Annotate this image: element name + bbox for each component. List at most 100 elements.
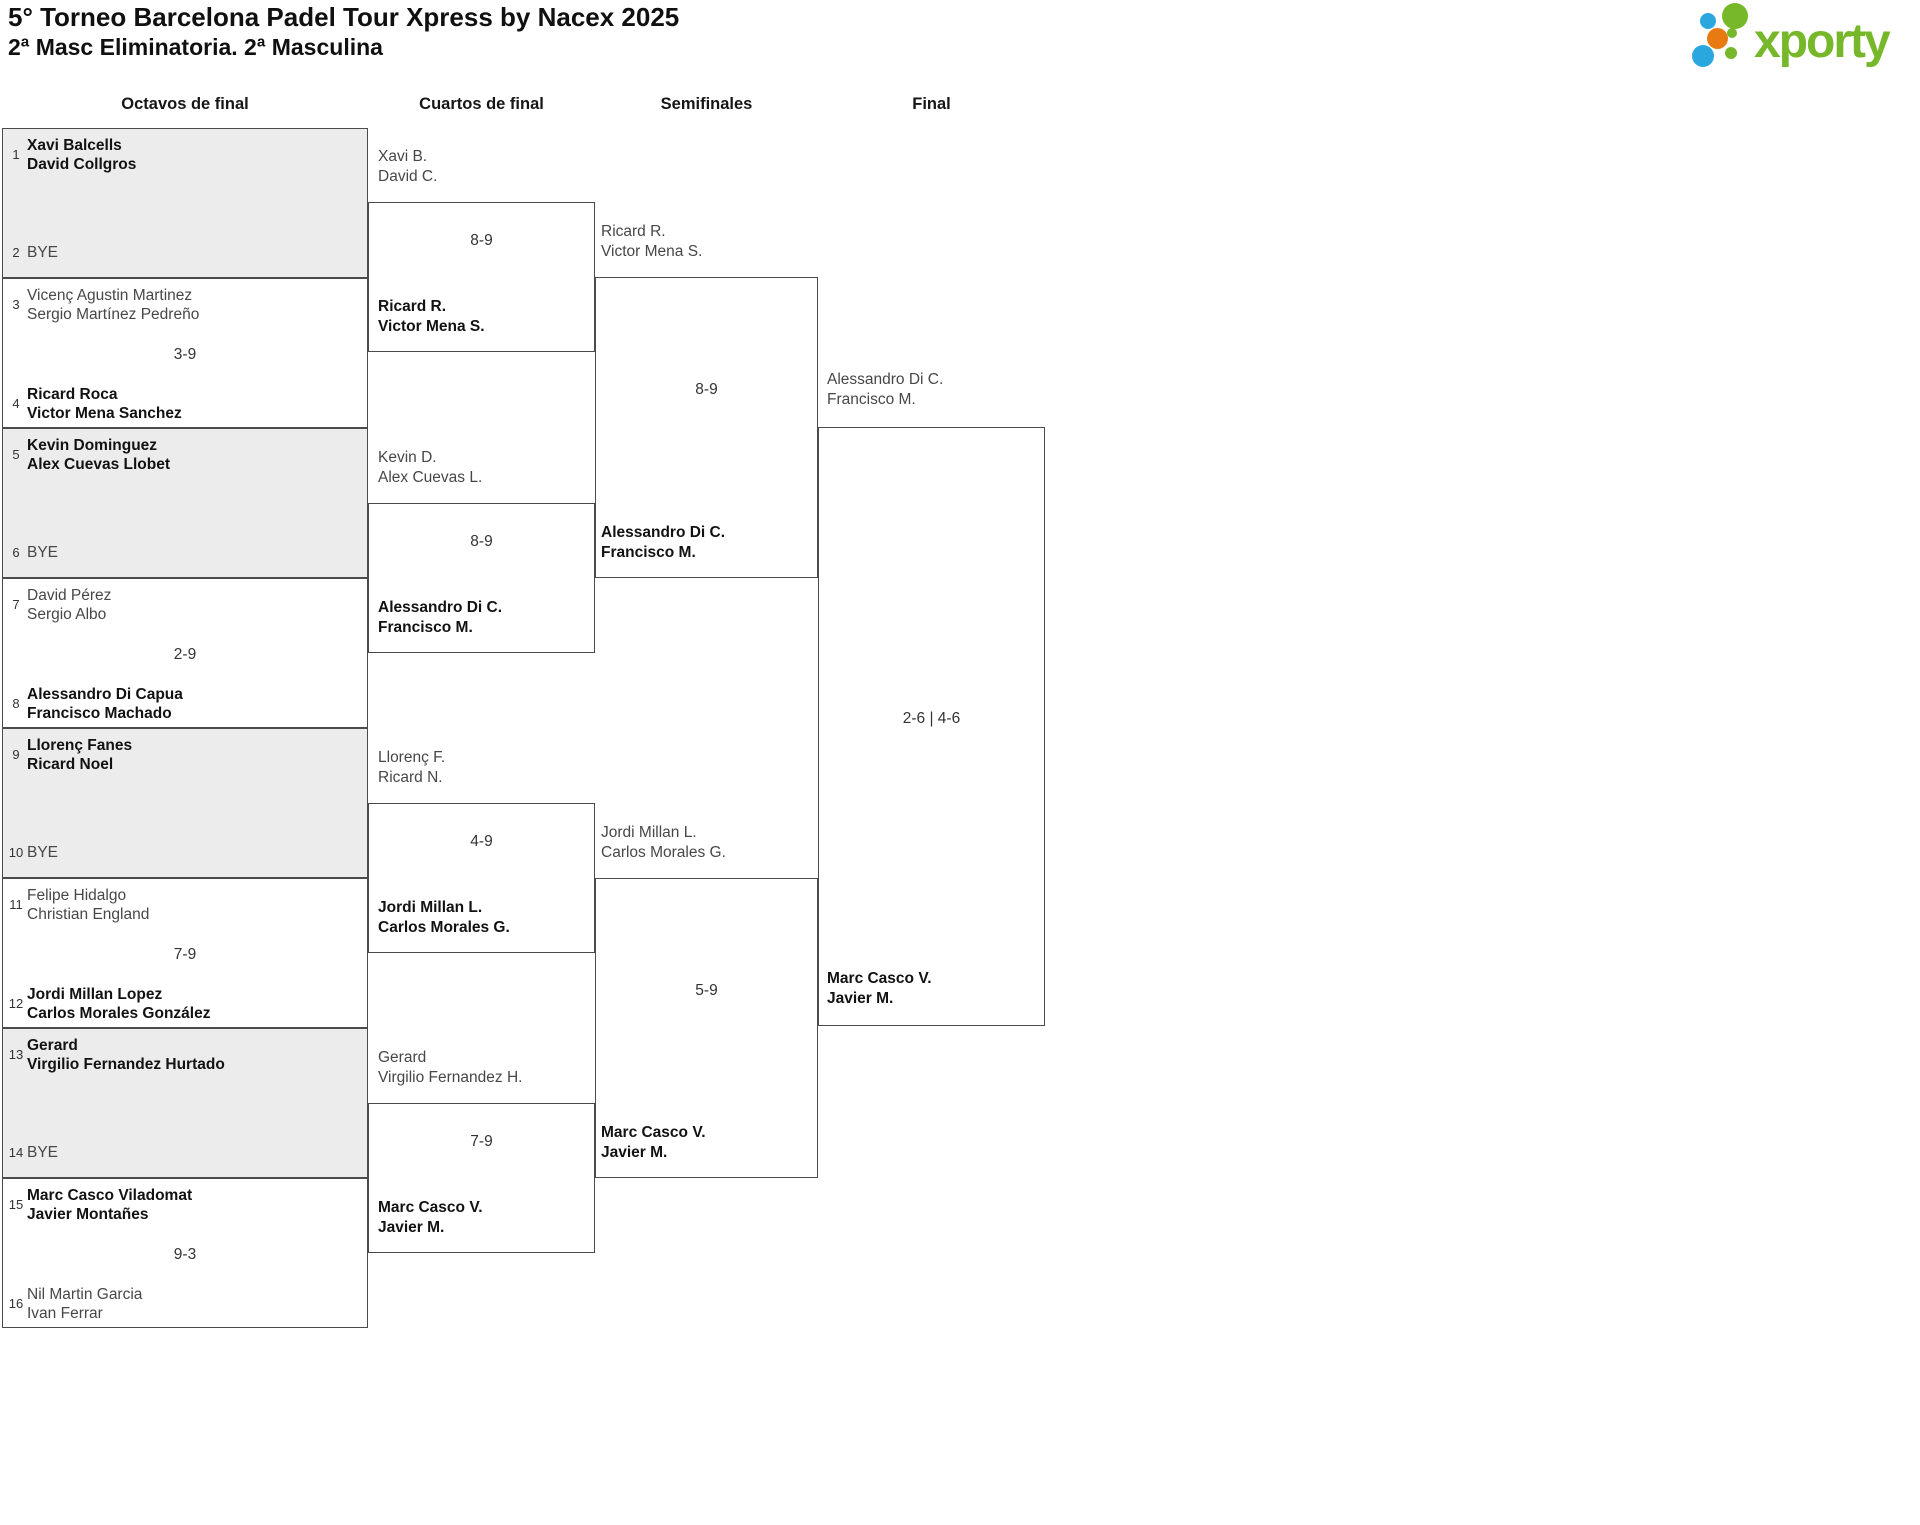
team-entry: 15 Marc Casco Viladomat Javier Montañes — [5, 1186, 365, 1224]
match-score: 9-3 — [173, 1246, 197, 1263]
category-subtitle: 2ª Masc Eliminatoria. 2ª Masculina — [8, 34, 383, 60]
logo-dot-orange — [1707, 28, 1728, 49]
match-score: 2-6 | 4-6 — [902, 710, 961, 727]
match-score: 5-9 — [695, 982, 718, 999]
team-entry: 11 Felipe Hidalgo Christian England — [5, 886, 365, 924]
team-entry: 9 Llorenç Fanes Ricard Noel — [5, 736, 365, 774]
match-box-r16-3: 5 Kevin Dominguez Alex Cuevas Llobet 6 BY… — [2, 428, 368, 578]
logo-dot-green-small-1 — [1727, 28, 1737, 38]
match-box-final: 2-6 | 4-6 — [818, 427, 1045, 1026]
match-box-qf-2: 8-9 — [368, 503, 595, 653]
sf2-team-bottom: Marc Casco V. Javier M. — [601, 1124, 706, 1161]
team-name: Gerard Virgilio Fernandez Hurtado — [27, 1037, 225, 1073]
team-name: Ricard Roca Victor Mena Sanchez — [27, 386, 182, 422]
match-score: 7-9 — [173, 946, 197, 963]
team-entry: 13 Gerard Virgilio Fernandez Hurtado — [5, 1036, 365, 1074]
match-box-r16-2: 3 Vicenç Agustin Martinez Sergio Martínez… — [2, 278, 368, 428]
team-entry: 5 Kevin Dominguez Alex Cuevas Llobet — [5, 436, 365, 474]
team-entry: 1 Xavi Balcells David Collgros — [5, 136, 365, 174]
team-name: Xavi Balcells David Collgros — [27, 137, 137, 173]
round-header-octavos: Octavos de final — [121, 95, 249, 113]
seed-number: 2 — [12, 244, 20, 260]
match-score: 8-9 — [470, 232, 493, 249]
team-name: Vicenç Agustin Martinez Sergio Martínez P… — [27, 287, 200, 323]
round-header-semifinales: Semifinales — [660, 95, 753, 113]
qf2-team-top: Kevin D. Alex Cuevas L. — [378, 449, 483, 486]
team-name: David Pérez Sergio Albo — [27, 587, 112, 623]
seed-number: 7 — [12, 597, 20, 612]
team-entry: 12 Jordi Millan Lopez Carlos Morales Gonz… — [5, 985, 365, 1023]
team-entry: 7 David Pérez Sergio Albo — [5, 586, 365, 624]
match-box-r16-8: 15 Marc Casco Viladomat Javier Montañes 9… — [2, 1178, 368, 1328]
seed-number: 1 — [12, 147, 20, 162]
match-score: 7-9 — [470, 1133, 493, 1150]
team-name: Felipe Hidalgo Christian England — [27, 887, 150, 923]
team-name: BYE — [27, 844, 59, 861]
match-score: 8-9 — [695, 381, 718, 398]
round-header-final: Final — [912, 95, 951, 113]
logo-brand-text: xporty — [1754, 15, 1891, 68]
round-header-cuartos: Cuartos de final — [419, 95, 544, 113]
qf3-team-top: Llorenç F. Ricard N. — [378, 749, 446, 786]
match-score: 2-9 — [173, 646, 197, 663]
match-box-sf-2: 5-9 — [595, 878, 818, 1178]
logo-dot-green-small-2 — [1725, 47, 1737, 59]
qf1-team-bottom: Ricard R. Victor Mena S. — [378, 298, 485, 335]
logo-dot-blue-small — [1700, 13, 1716, 29]
team-name: BYE — [27, 1144, 59, 1161]
match-box-r16-1: 1 Xavi Balcells David Collgros 2 BYE — [2, 128, 368, 278]
match-score: 3-9 — [173, 346, 197, 363]
match-box-qf-3: 4-9 — [368, 803, 595, 953]
team-entry-bye: 6 BYE — [5, 543, 365, 562]
seed-number: 9 — [12, 747, 20, 762]
qf4-team-bottom: Marc Casco V. Javier M. — [378, 1199, 483, 1236]
match-box-qf-1: 8-9 — [368, 202, 595, 352]
qf3-team-bottom: Jordi Millan L. Carlos Morales G. — [378, 899, 510, 936]
match-box-sf-1: 8-9 — [595, 277, 818, 578]
seed-number: 12 — [8, 996, 24, 1011]
seed-number: 5 — [12, 447, 20, 462]
team-name: Alessandro Di Capua Francisco Machado — [27, 686, 183, 722]
team-entry-bye: 14 BYE — [5, 1143, 365, 1162]
seed-number: 14 — [8, 1144, 24, 1160]
team-name: Kevin Dominguez Alex Cuevas Llobet — [27, 437, 170, 473]
team-entry: 8 Alessandro Di Capua Francisco Machado — [5, 685, 365, 723]
match-box-r16-7: 13 Gerard Virgilio Fernandez Hurtado 14 B… — [2, 1028, 368, 1178]
sf1-team-bottom: Alessandro Di C. Francisco M. — [601, 524, 726, 561]
qf2-team-bottom: Alessandro Di C. Francisco M. — [378, 599, 503, 636]
seed-number: 6 — [12, 544, 20, 560]
xporty-logo[interactable]: xporty — [1690, 2, 1920, 68]
match-score: 8-9 — [470, 533, 493, 550]
team-name: Llorenç Fanes Ricard Noel — [27, 737, 133, 773]
seed-number: 11 — [9, 897, 23, 912]
match-box-r16-6: 11 Felipe Hidalgo Christian England 7-9 1… — [2, 878, 368, 1028]
team-entry: 16 Nil Martin Garcia Ivan Ferrar — [5, 1285, 365, 1323]
team-name: BYE — [27, 544, 59, 561]
qf4-team-top: Gerard Virgilio Fernandez H. — [378, 1049, 523, 1086]
tournament-title: 5° Torneo Barcelona Padel Tour Xpress by… — [8, 2, 680, 32]
team-name: Nil Martin Garcia Ivan Ferrar — [27, 1286, 143, 1322]
team-entry-bye: 10 BYE — [5, 843, 365, 862]
seed-number: 16 — [8, 1296, 24, 1311]
logo-dot-green-large — [1722, 3, 1748, 29]
team-name: BYE — [27, 244, 59, 261]
seed-number: 3 — [12, 297, 20, 312]
match-box-r16-4: 7 David Pérez Sergio Albo 2-9 8 Alessandr… — [2, 578, 368, 728]
final-team-top: Alessandro Di C. Francisco M. — [827, 371, 944, 408]
final-team-bottom: Marc Casco V. Javier M. — [827, 970, 932, 1007]
seed-number: 15 — [8, 1197, 24, 1212]
match-score: 4-9 — [470, 833, 493, 850]
sf2-team-top: Jordi Millan L. Carlos Morales G. — [601, 824, 726, 861]
seed-number: 4 — [12, 396, 20, 411]
match-box-r16-5: 9 Llorenç Fanes Ricard Noel 10 BYE — [2, 728, 368, 878]
team-name: Jordi Millan Lopez Carlos Morales Gonzále… — [27, 986, 211, 1022]
team-entry: 3 Vicenç Agustin Martinez Sergio Martínez… — [5, 286, 365, 324]
seed-number: 8 — [12, 696, 20, 711]
seed-number: 13 — [8, 1047, 24, 1062]
team-entry-bye: 2 BYE — [5, 243, 365, 262]
qf1-team-top: Xavi B. David C. — [378, 148, 438, 185]
sf1-team-top: Ricard R. Victor Mena S. — [601, 223, 703, 260]
match-box-qf-4: 7-9 — [368, 1103, 595, 1253]
team-name: Marc Casco Viladomat Javier Montañes — [27, 1187, 193, 1223]
